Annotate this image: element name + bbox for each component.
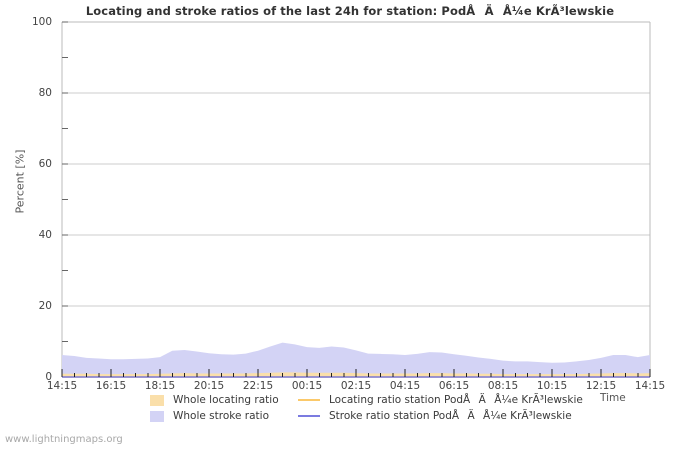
x-tick-label: 00:15 [291, 380, 323, 392]
chart-legend: Whole locating ratio Locating ratio stat… [150, 392, 690, 424]
x-tick-label: 12:15 [585, 380, 617, 392]
legend-line-locating-ratio-station [298, 399, 320, 401]
legend-label-whole-locating-ratio: Whole locating ratio [173, 394, 279, 406]
x-tick-label: 02:15 [340, 380, 372, 392]
legend-label-stroke-ratio-station: Stroke ratio station PodÅÄ Å¼e KrÃ³lews… [329, 409, 572, 422]
x-tick-label: 14:15 [46, 380, 78, 392]
y-tick-label: 20 [38, 300, 52, 312]
x-tick-label: 08:15 [487, 380, 519, 392]
x-tick-label: 16:15 [95, 380, 127, 392]
legend-item-whole-locating-ratio[interactable]: Whole locating ratio [150, 392, 279, 408]
x-axis-label: Time [600, 392, 626, 404]
legend-row-1: Whole locating ratio Locating ratio stat… [150, 392, 690, 408]
legend-label-whole-stroke-ratio: Whole stroke ratio [173, 410, 269, 422]
x-tick-label: 20:15 [193, 380, 225, 392]
y-tick-label: 80 [38, 87, 52, 99]
y-tick-label: 60 [38, 158, 52, 170]
legend-line-stroke-ratio-station [298, 415, 320, 417]
legend-item-locating-ratio-station[interactable]: Locating ratio station PodÅÄ Å¼e KrÃ³le… [298, 392, 583, 408]
y-tick-label: 0 [45, 371, 52, 383]
legend-swatch-whole-locating-ratio [150, 394, 164, 406]
legend-row-2: Whole stroke ratio Stroke ratio station … [150, 408, 690, 424]
chart-title: Locating and stroke ratios of the last 2… [85, 4, 615, 18]
legend-label-locating-ratio-station: Locating ratio station PodÅÄ Å¼e KrÃ³le… [329, 393, 583, 406]
x-tick-label: 10:15 [536, 380, 568, 392]
x-tick-label: 18:15 [144, 380, 176, 392]
legend-swatch-whole-stroke-ratio [150, 410, 164, 422]
x-tick-label: 04:15 [389, 380, 421, 392]
y-tick-label: 100 [31, 16, 52, 28]
x-tick-label: 06:15 [438, 380, 470, 392]
y-tick-label: 40 [38, 229, 52, 241]
x-tick-label: 22:15 [242, 380, 274, 392]
legend-item-whole-stroke-ratio[interactable]: Whole stroke ratio [150, 408, 269, 424]
x-tick-label: 14:15 [634, 380, 666, 392]
watermark: www.lightningmaps.org [5, 434, 123, 445]
legend-item-stroke-ratio-station[interactable]: Stroke ratio station PodÅÄ Å¼e KrÃ³lews… [298, 408, 572, 424]
